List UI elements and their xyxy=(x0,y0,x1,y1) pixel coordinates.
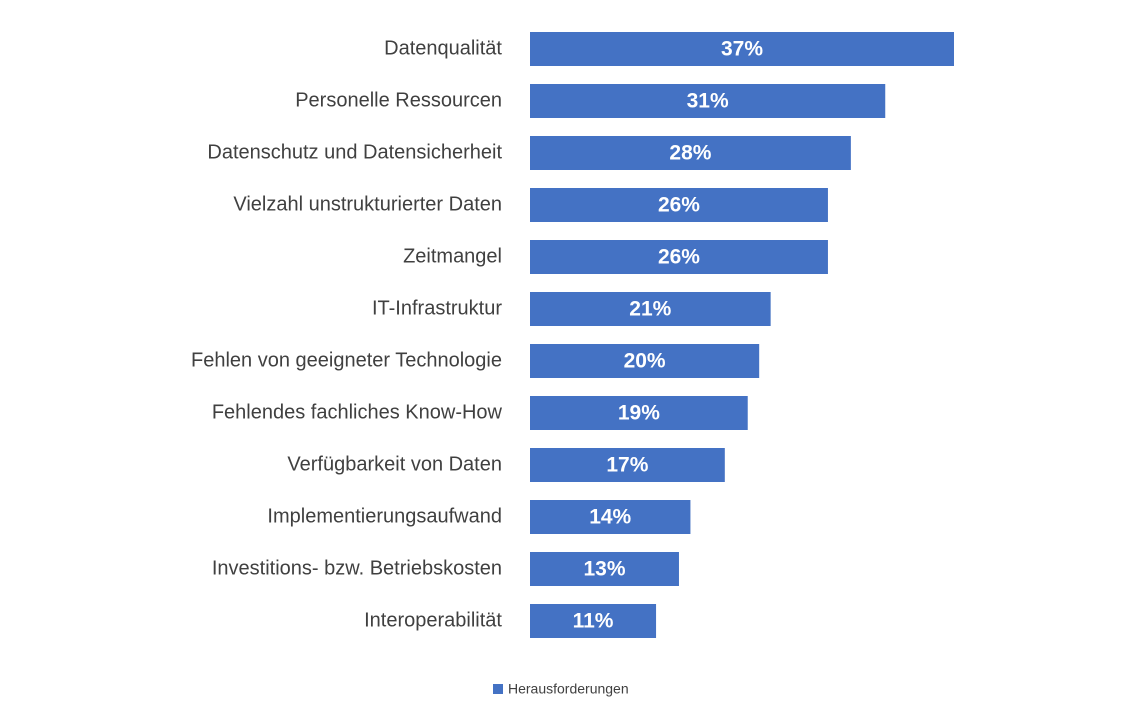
bar xyxy=(530,84,886,118)
category-label: Fehlendes fachliches Know-How xyxy=(212,401,503,423)
category-label: Datenschutz und Datensicherheit xyxy=(207,141,502,163)
value-label: 14% xyxy=(589,506,631,529)
category-label: Vielzahl unstrukturierter Daten xyxy=(233,193,502,215)
bar xyxy=(530,500,691,534)
category-label: Datenqualität xyxy=(384,37,502,59)
value-label: 13% xyxy=(583,558,625,581)
value-label: 31% xyxy=(687,90,729,113)
category-label: Personelle Ressourcen xyxy=(295,89,502,111)
category-label: Implementierungsaufwand xyxy=(267,505,502,527)
bar xyxy=(530,32,954,66)
category-label: Fehlen von geeigneter Technologie xyxy=(191,349,502,371)
value-label: 17% xyxy=(606,454,648,477)
value-label: 37% xyxy=(721,38,763,61)
category-label: Interoperabilität xyxy=(364,609,502,631)
value-label: 20% xyxy=(624,350,666,373)
legend-swatch xyxy=(493,684,503,694)
category-label: Verfügbarkeit von Daten xyxy=(287,453,502,475)
value-label: 19% xyxy=(618,402,660,425)
bar xyxy=(530,344,760,378)
category-label: Investitions- bzw. Betriebskosten xyxy=(212,557,502,579)
value-label: 26% xyxy=(658,194,700,217)
value-label: 11% xyxy=(573,610,614,633)
value-label: 21% xyxy=(629,298,671,321)
value-label: 26% xyxy=(658,246,700,269)
category-label: IT-Infrastruktur xyxy=(372,297,502,319)
bar xyxy=(530,396,748,430)
category-label: Zeitmangel xyxy=(403,245,502,267)
value-label: 28% xyxy=(669,142,711,165)
bar xyxy=(530,552,679,586)
bar xyxy=(530,188,828,222)
legend-label: Herausforderungen xyxy=(508,681,629,697)
bar xyxy=(530,604,657,638)
bar xyxy=(530,240,828,274)
bar xyxy=(530,136,851,170)
bar xyxy=(530,292,771,326)
bar xyxy=(530,448,725,482)
